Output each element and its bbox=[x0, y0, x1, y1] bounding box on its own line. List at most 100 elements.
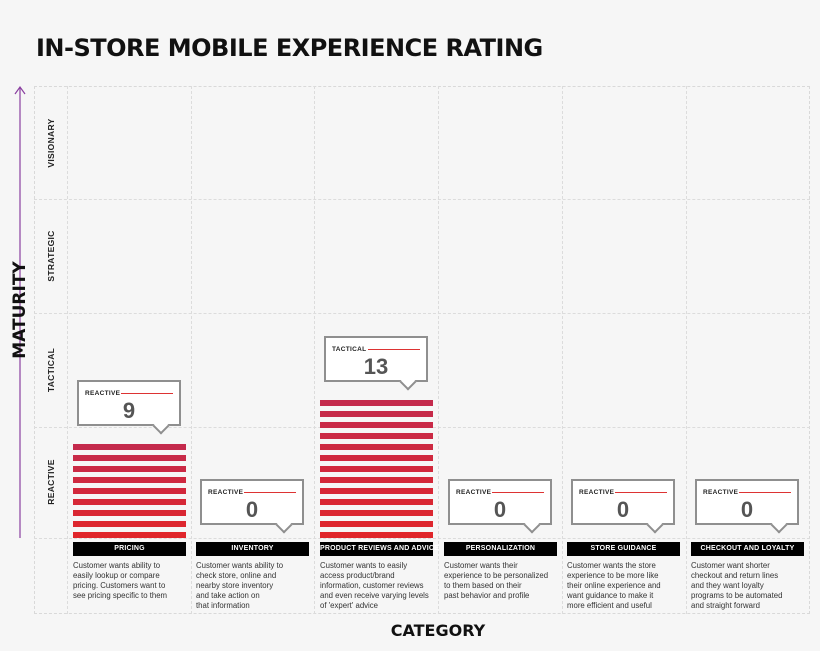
bar-segment bbox=[320, 488, 433, 494]
bar-segment bbox=[73, 477, 186, 483]
value-callout: TACTICAL 13 bbox=[324, 336, 428, 382]
y-level-label-strategic: STRATEGIC bbox=[46, 230, 56, 282]
bar-segment bbox=[320, 499, 433, 505]
description-line: Customer wants ability to bbox=[73, 561, 161, 570]
callout-level-label: TACTICAL bbox=[332, 346, 367, 353]
category-description: Customer wants their experience to be per… bbox=[444, 561, 563, 601]
description-line: Customer wants to easily bbox=[320, 561, 408, 570]
description-line: past behavior and profile bbox=[444, 591, 530, 600]
category-description: Customer wants ability to easily lookup o… bbox=[73, 561, 192, 601]
callout-level-label: REACTIVE bbox=[208, 489, 244, 496]
bar-segment bbox=[73, 488, 186, 494]
description-line: Customer wants the store bbox=[567, 561, 656, 570]
bar-segment bbox=[320, 444, 433, 450]
description-line: of 'expert' advice bbox=[320, 601, 379, 610]
chart-grid bbox=[34, 86, 810, 614]
bar-segment bbox=[320, 455, 433, 461]
bar-segment bbox=[320, 510, 433, 516]
description-line: their online experience and bbox=[567, 581, 661, 590]
y-axis-title: MATURITY bbox=[10, 261, 30, 359]
callout-level-label: REACTIVE bbox=[85, 390, 121, 397]
description-line: and take action on bbox=[196, 591, 260, 600]
data-label: 0 bbox=[740, 497, 754, 522]
bar-segment bbox=[73, 510, 186, 516]
category-label: PERSONALIZATION bbox=[444, 542, 557, 556]
grid-line bbox=[191, 86, 192, 614]
bar-segment bbox=[320, 422, 433, 428]
description-line: nearby store inventory bbox=[196, 581, 274, 590]
callout-accent-line bbox=[244, 492, 296, 493]
callout-accent-line bbox=[615, 492, 667, 493]
bar-segment bbox=[320, 400, 433, 406]
category-description: Customer wants the store experience to be… bbox=[567, 561, 686, 611]
data-label: 9 bbox=[122, 398, 136, 423]
description-line: see pricing specific to them bbox=[73, 591, 168, 600]
category-label: STORE GUIDANCE bbox=[567, 542, 680, 556]
description-line: to them based on their bbox=[444, 581, 522, 590]
description-line: pricing. Customers want to bbox=[73, 581, 166, 590]
description-line: Customer wants their bbox=[444, 561, 518, 570]
bar-segment bbox=[320, 521, 433, 527]
bar-segment bbox=[320, 532, 433, 538]
description-line: more efficient and useful bbox=[567, 601, 652, 610]
grid-line bbox=[34, 313, 810, 314]
value-callout: REACTIVE 0 bbox=[571, 479, 675, 525]
grid-line bbox=[34, 538, 810, 539]
description-line: access product/brand bbox=[320, 571, 395, 580]
y-level-label-tactical: TACTICAL bbox=[46, 347, 56, 393]
callout-level-label: REACTIVE bbox=[579, 489, 615, 496]
description-line: that information bbox=[196, 601, 250, 610]
grid-line bbox=[67, 86, 68, 614]
bar-segment bbox=[320, 477, 433, 483]
data-label: 0 bbox=[245, 497, 259, 522]
grid-line bbox=[438, 86, 439, 614]
bar-segment bbox=[320, 433, 433, 439]
category-label: CHECKOUT AND LOYALTY bbox=[691, 542, 804, 556]
callout-accent-line bbox=[121, 393, 173, 394]
bar-segment bbox=[73, 499, 186, 505]
description-line: and they want loyalty bbox=[691, 581, 764, 590]
grid-line bbox=[686, 86, 687, 614]
y-level-label-reactive: REACTIVE bbox=[46, 459, 56, 505]
description-line: check store, online and bbox=[196, 571, 277, 580]
value-callout: REACTIVE 0 bbox=[695, 479, 799, 525]
grid-line bbox=[314, 86, 315, 614]
description-line: programs to be automated bbox=[691, 591, 783, 600]
description-line: want guidance to make it bbox=[567, 591, 654, 600]
description-line: and even receive varying levels bbox=[320, 591, 429, 600]
callout-level-label: REACTIVE bbox=[703, 489, 739, 496]
data-label: 0 bbox=[493, 497, 507, 522]
y-level-label-visionary: VISIONARY bbox=[46, 118, 56, 168]
description-line: information, customer reviews bbox=[320, 581, 424, 590]
category-description: Customer wants ability to check store, on… bbox=[196, 561, 315, 611]
category-description: Customer wants to easily access product/b… bbox=[320, 561, 439, 611]
category-label: PRODUCT REVIEWS AND ADVICE bbox=[320, 542, 439, 556]
bar-segment bbox=[73, 444, 186, 450]
data-label: 13 bbox=[363, 354, 389, 379]
description-line: Customer want shorter bbox=[691, 561, 770, 570]
chart-title: IN-STORE MOBILE EXPERIENCE RATING bbox=[36, 34, 543, 62]
callout-accent-line bbox=[739, 492, 791, 493]
value-callout: REACTIVE 9 bbox=[77, 380, 181, 426]
grid-line bbox=[562, 86, 563, 614]
bar-segment bbox=[73, 521, 186, 527]
grid-line bbox=[34, 199, 810, 200]
description-line: experience to be personalized bbox=[444, 571, 549, 580]
bar-segment bbox=[320, 411, 433, 417]
value-callout: REACTIVE 0 bbox=[448, 479, 552, 525]
description-line: and straight forward bbox=[691, 601, 760, 610]
description-line: Customer wants ability to bbox=[196, 561, 284, 570]
callout-accent-line bbox=[492, 492, 544, 493]
callout-level-label: REACTIVE bbox=[456, 489, 492, 496]
x-axis-title: CATEGORY bbox=[390, 621, 486, 640]
data-label: 0 bbox=[616, 497, 630, 522]
category-description: Customer want shorter checkout and return… bbox=[691, 561, 810, 611]
bar-segment bbox=[320, 466, 433, 472]
bar-segment bbox=[73, 466, 186, 472]
bar-segment bbox=[73, 455, 186, 461]
description-line: experience to be more like bbox=[567, 571, 659, 580]
category-label: INVENTORY bbox=[196, 542, 309, 556]
callout-accent-line bbox=[368, 349, 420, 350]
category-label: PRICING bbox=[73, 542, 186, 556]
description-line: easily lookup or compare bbox=[73, 571, 160, 580]
